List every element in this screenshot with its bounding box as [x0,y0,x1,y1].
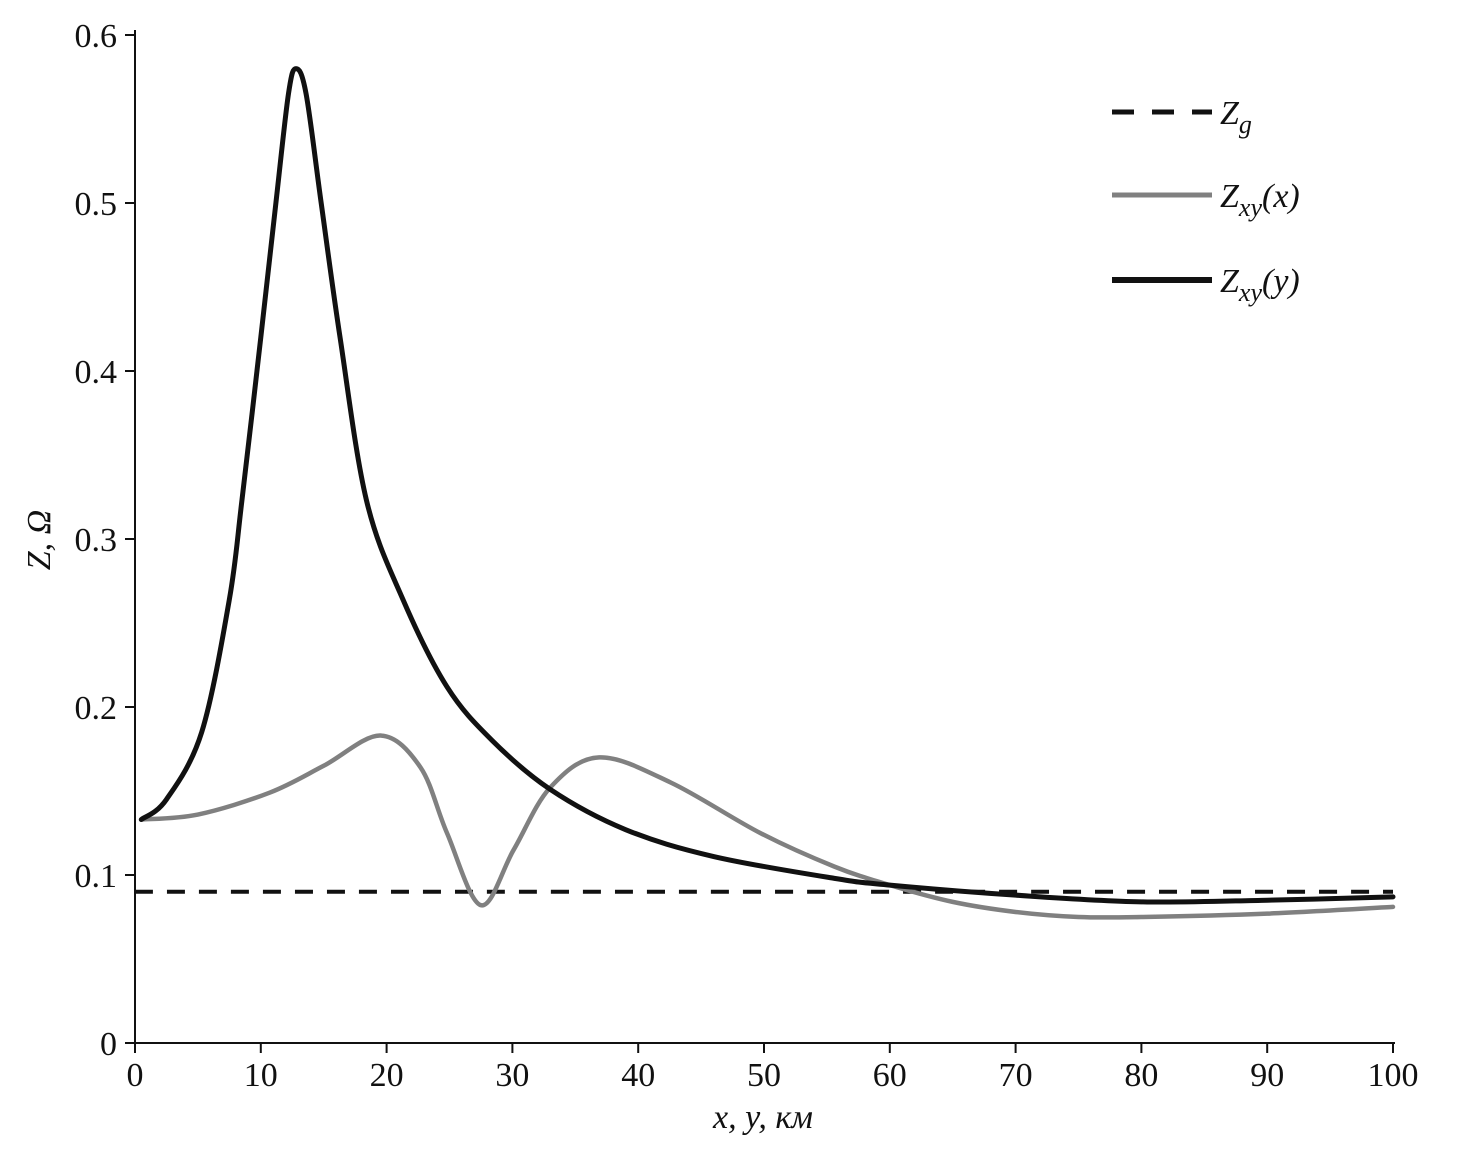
series-layer [135,66,1396,920]
y-tick-label: 0.5 [75,186,118,223]
legend-label: Zxy(x) [1220,178,1300,222]
x-tick-label: 80 [1124,1057,1158,1094]
x-tick-label: 40 [621,1057,655,1094]
x-tick-label: 10 [244,1057,278,1094]
x-tick-label: 60 [873,1057,907,1094]
legend-label: Zxy(y) [1220,263,1300,307]
series-line-zxy-y- [138,66,1396,905]
y-tick-label: 0.6 [75,18,118,55]
x-tick-label: 70 [999,1057,1033,1094]
x-tick-label: 50 [747,1057,781,1094]
y-axis-label: Z, Ω [21,510,58,571]
x-tick-label: 90 [1250,1057,1284,1094]
legend: Zg Zxy(x) Zxy(y) [1112,95,1300,307]
y-tick-label: 0.2 [75,690,118,727]
y-tick-label: 0 [100,1026,117,1063]
y-tick-label: 0.3 [75,522,118,559]
x-tick-label: 100 [1368,1057,1419,1094]
x-axis-label: x, y, км [712,1099,813,1136]
series-line-zxy-x- [139,733,1396,920]
y-tick-label: 0.4 [75,354,118,391]
x-tick-label: 30 [495,1057,529,1094]
legend-label: Zg [1220,95,1252,139]
axes: 0 10 20 30 40 50 60 70 80 90 100 0 0.1 0.2 0.3 0.4 0.5 0.… [75,18,1419,1094]
x-tick-label: 0 [127,1057,144,1094]
y-tick-label: 0.1 [75,858,118,895]
x-tick-label: 20 [370,1057,404,1094]
